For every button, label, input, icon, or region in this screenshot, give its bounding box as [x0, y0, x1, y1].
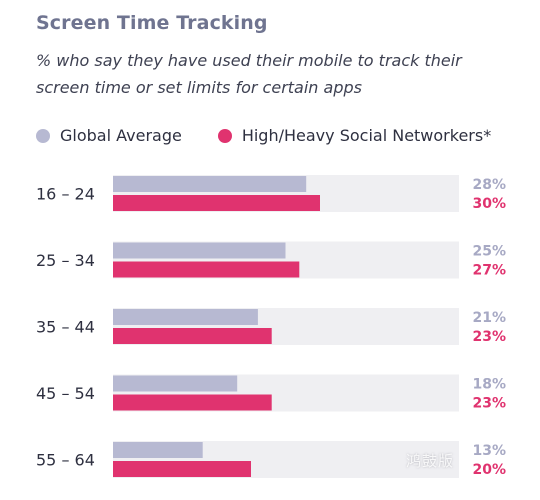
category-label-55-64: 55 – 64 — [36, 451, 95, 470]
value-label-heavy-social-networkers-45-54: 23% — [472, 396, 506, 412]
value-label-global-average-45-54: 18% — [472, 377, 506, 393]
legend-label-heavy-social-networkers: High/Heavy Social Networkers* — [241, 126, 492, 145]
bar-global-average-25-34 — [113, 242, 286, 259]
value-label-global-average-35-44: 21% — [472, 310, 506, 326]
category-label-45-54: 45 – 54 — [36, 384, 95, 403]
category-label-35-44: 35 – 44 — [36, 318, 95, 337]
watermark: 鸿鼓版 — [406, 452, 455, 470]
value-label-heavy-social-networkers-35-44: 23% — [472, 329, 506, 345]
legend-dot-global-average — [36, 128, 50, 143]
value-label-global-average-16-24: 28% — [472, 177, 506, 193]
bar-global-average-16-24 — [113, 176, 307, 192]
bar-heavy-social-networkers-16-24 — [113, 195, 320, 211]
value-label-heavy-social-networkers-55-64: 20% — [472, 462, 506, 478]
value-label-global-average-25-34: 25% — [472, 244, 506, 260]
value-label-heavy-social-networkers-16-24: 30% — [472, 196, 506, 212]
chart-subtitle: % who say they have used their mobile to… — [36, 51, 462, 97]
category-label-16-24: 16 – 24 — [36, 185, 95, 204]
bar-heavy-social-networkers-25-34 — [113, 261, 300, 278]
legend: Global Average High/Heavy Social Network… — [36, 126, 491, 145]
value-label-heavy-social-networkers-25-34: 27% — [472, 263, 506, 279]
bar-global-average-55-64 — [113, 442, 203, 458]
bar-heavy-social-networkers-55-64 — [113, 461, 251, 477]
bar-heavy-social-networkers-45-54 — [113, 394, 272, 411]
category-label-25-34: 25 – 34 — [36, 251, 95, 270]
legend-dot-heavy-social-networkers — [217, 128, 232, 143]
legend-label-global-average: Global Average — [60, 126, 182, 145]
bar-global-average-35-44 — [113, 309, 258, 325]
legend-item-heavy-social-networkers: High/Heavy Social Networkers* — [217, 126, 492, 145]
chart-title: Screen Time Tracking — [36, 12, 268, 34]
legend-item-global-average: Global Average — [36, 126, 182, 145]
bar-global-average-45-54 — [113, 375, 238, 392]
bar-heavy-social-networkers-35-44 — [113, 328, 272, 344]
value-label-global-average-55-64: 13% — [472, 443, 506, 459]
